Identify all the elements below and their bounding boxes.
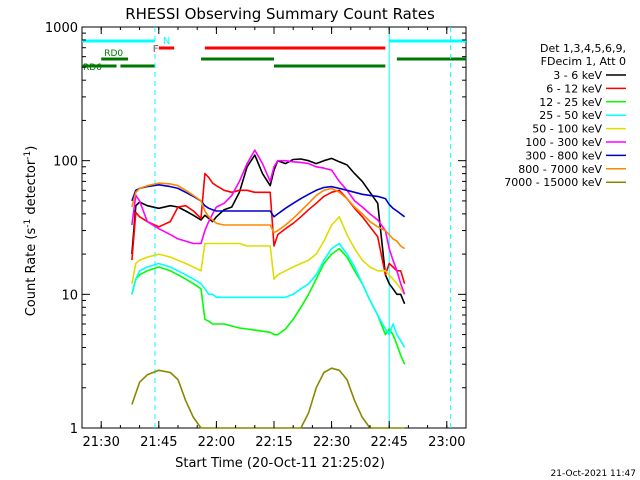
legend-label-1: 6 - 12 keV <box>546 82 602 95</box>
y-tick-label-1: 10 <box>61 288 78 303</box>
series-line-6 <box>131 184 406 218</box>
marker-n: N <box>163 36 170 47</box>
marker-f: F <box>153 44 159 55</box>
y-tick-label-3: 1000 <box>45 21 78 36</box>
y-axis-label-mid: detector <box>24 159 39 219</box>
legend-label-7: 800 - 7000 keV <box>518 163 602 176</box>
x-tick-label-2: 22:00 <box>198 435 235 450</box>
x-tick-label-4: 22:30 <box>313 435 350 450</box>
y-axis-label-main: Count Rate (s <box>24 228 39 317</box>
y-axis-label-end: ) <box>24 146 39 151</box>
y-axis-label-sup2: -1 <box>23 151 33 160</box>
y-axis-label-sup: -1 <box>23 219 33 228</box>
legend-header-1: FDecim 1, Att 0 <box>541 55 626 68</box>
status-label-RD0: RD0 <box>104 49 123 59</box>
legend-label-0: 3 - 6 keV <box>553 69 602 82</box>
series-line-7 <box>131 182 406 250</box>
y-tick-label-0: 1 <box>70 422 78 437</box>
legend-header-0: Det 1,3,4,5,6,9, <box>540 42 626 55</box>
series-line-4 <box>131 216 406 295</box>
legend-label-2: 12 - 25 keV <box>539 96 602 109</box>
legend-label-3: 25 - 50 keV <box>539 109 602 122</box>
series-line-3 <box>131 242 406 348</box>
x-tick-label-6: 23:00 <box>428 435 465 450</box>
legend-label-8: 7000 - 15000 keV <box>504 176 602 189</box>
y-axis-label: Count Rate (s-1 detector-1) <box>23 146 39 317</box>
legend-label-6: 300 - 800 keV <box>525 149 602 162</box>
footer-timestamp: 21-Oct-2021 11:47 <box>551 469 636 479</box>
x-tick-label-5: 22:45 <box>370 435 407 450</box>
x-axis-label: Start Time (20-Oct-11 21:25:02) <box>175 456 385 471</box>
y-tick-label-2: 100 <box>53 155 78 170</box>
chart-title: RHESSI Observing Summary Count Rates <box>125 5 435 23</box>
status-label-RD6: RD6 <box>83 63 102 73</box>
legend-label-5: 100 - 300 keV <box>525 136 602 149</box>
series-line-1 <box>131 172 406 284</box>
x-tick-label-0: 21:30 <box>82 435 119 450</box>
series-line-5 <box>131 149 406 295</box>
x-tick-label-3: 22:15 <box>255 435 292 450</box>
legend-label-4: 50 - 100 keV <box>532 123 602 136</box>
x-tick-label-1: 21:45 <box>140 435 177 450</box>
series-line-0 <box>131 154 406 305</box>
